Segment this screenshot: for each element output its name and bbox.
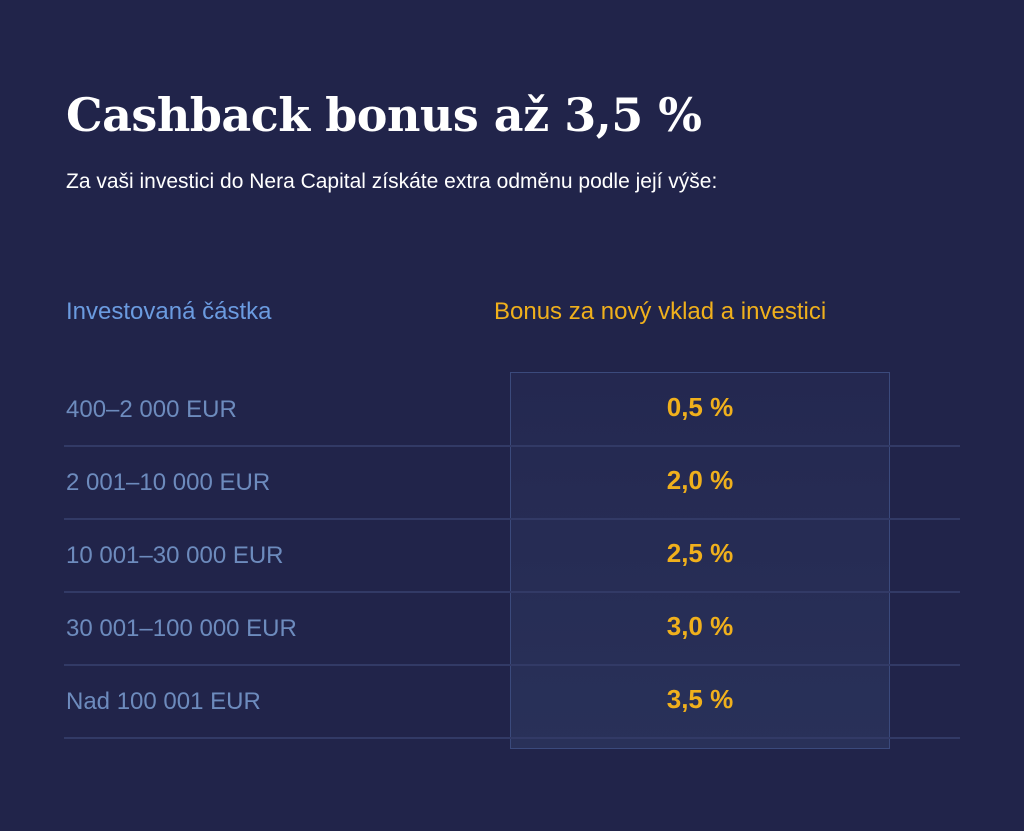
amount-cell: Nad 100 001 EUR <box>66 688 261 715</box>
page-title: Cashback bonus až 3,5 % <box>66 88 702 142</box>
column-header-amount: Investovaná částka <box>66 298 272 325</box>
amount-cell: 10 001–30 000 EUR <box>66 542 284 569</box>
amount-cell: 400–2 000 EUR <box>66 396 237 423</box>
bonus-table: 400–2 000 EUR 0,5 % 2 001–10 000 EUR 2,0… <box>64 374 960 739</box>
amount-cell: 30 001–100 000 EUR <box>66 615 297 642</box>
column-header-bonus: Bonus za nový vklad a investici <box>494 298 827 325</box>
page-subtitle: Za vaši investici do Nera Capital získát… <box>66 170 718 193</box>
bonus-column-highlight <box>510 372 890 749</box>
table-row: 10 001–30 000 EUR 2,5 % <box>64 520 960 593</box>
table-row: 2 001–10 000 EUR 2,0 % <box>64 447 960 520</box>
table-row: Nad 100 001 EUR 3,5 % <box>64 666 960 739</box>
table-row: 30 001–100 000 EUR 3,0 % <box>64 593 960 666</box>
bonus-cell: 3,5 % <box>666 684 734 714</box>
amount-cell: 2 001–10 000 EUR <box>66 469 271 496</box>
bonus-cell: 3,0 % <box>666 611 734 641</box>
bonus-cell: 2,5 % <box>666 538 734 568</box>
bonus-cell: 2,0 % <box>666 465 734 495</box>
table-row: 400–2 000 EUR 0,5 % <box>64 374 960 447</box>
bonus-cell: 0,5 % <box>666 392 734 422</box>
